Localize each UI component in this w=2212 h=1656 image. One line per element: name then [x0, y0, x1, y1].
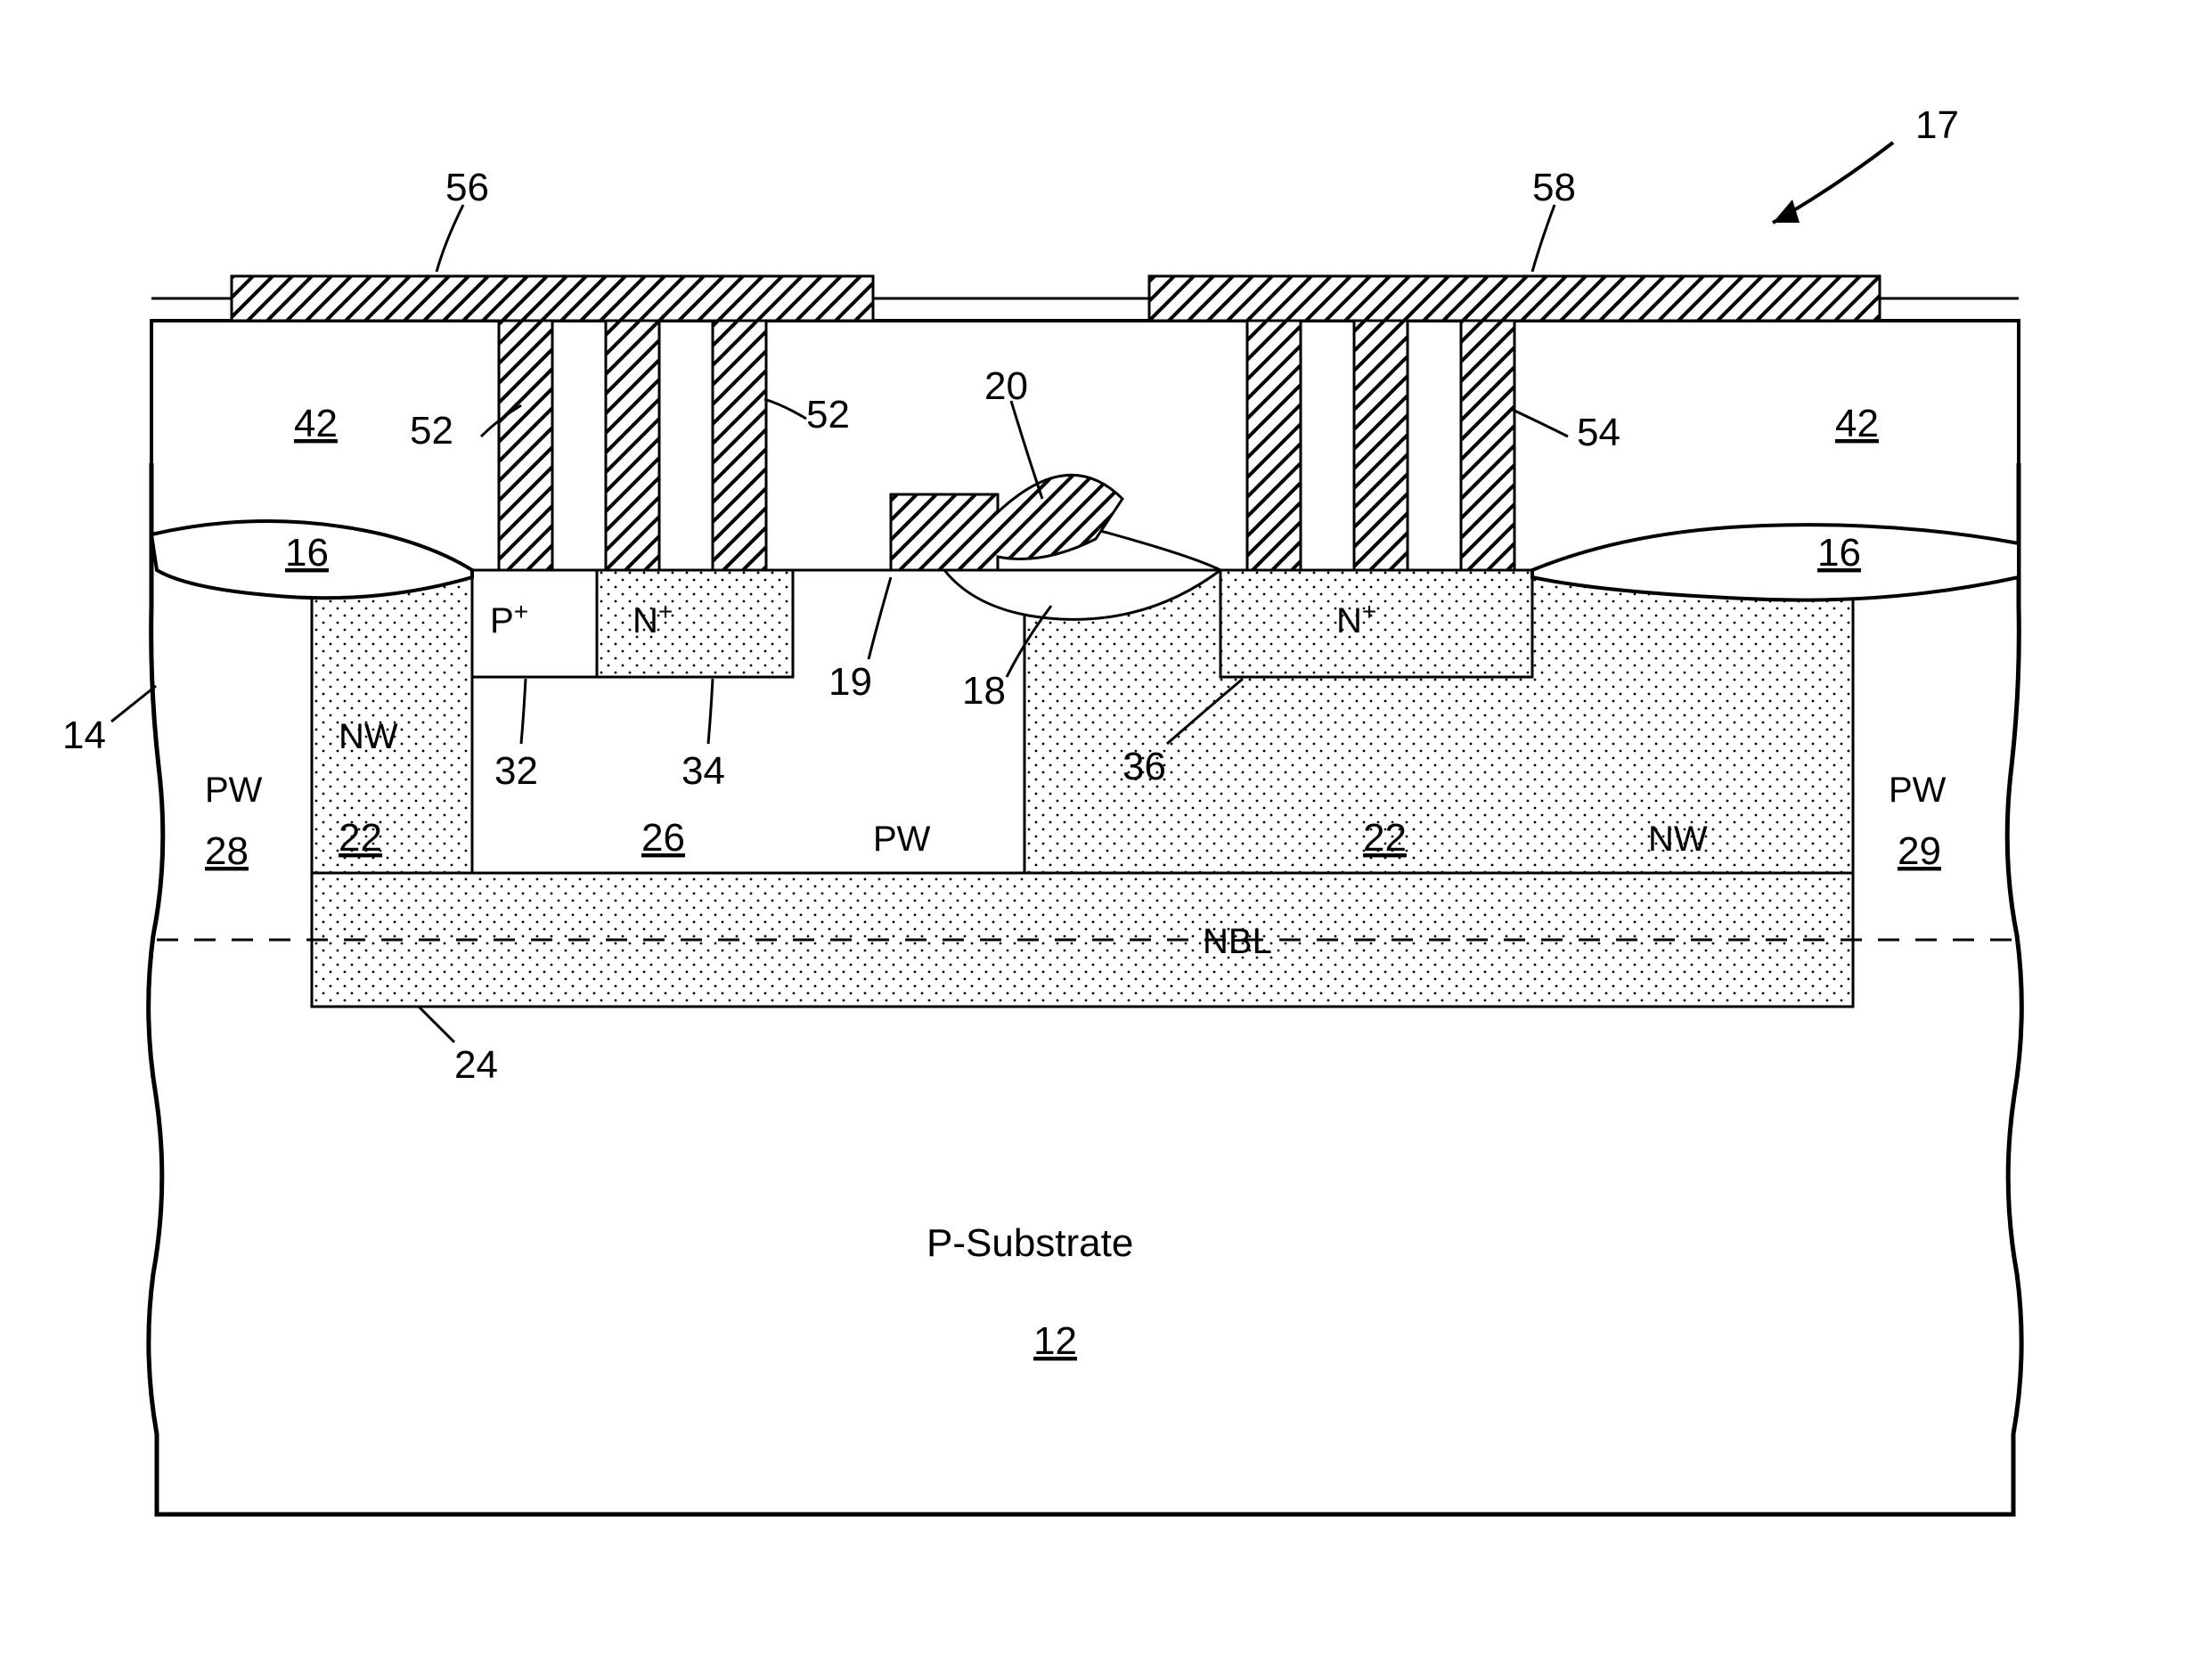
label-42-right: 42 [1835, 402, 1879, 445]
sti-right: 16 [1532, 525, 2019, 600]
callout-52b: 52 [764, 393, 850, 436]
sti-left: 16 [151, 521, 472, 598]
label-52a: 52 [410, 409, 453, 453]
substrate-text: P-Substrate [926, 1221, 1133, 1265]
callout-20: 20 [984, 364, 1042, 499]
label-26: 26 [641, 816, 685, 860]
vias-right [1247, 321, 1514, 570]
label-34: 34 [682, 749, 725, 793]
callout-54: 54 [1513, 410, 1620, 454]
nplus-left-text: N [633, 601, 658, 640]
nw-right-text: NW [1648, 820, 1708, 859]
callout-14: 14 [62, 686, 156, 757]
pplus-text: P [490, 601, 514, 640]
label-56: 56 [445, 166, 489, 209]
label-12: 12 [1033, 1319, 1077, 1363]
pw-right-text: PW [1889, 771, 1947, 810]
nplus-right-text: N [1336, 601, 1362, 640]
callout-34: 34 [682, 679, 725, 793]
label-19: 19 [828, 660, 872, 704]
label-36: 36 [1122, 745, 1166, 788]
nbl-text: NBL [1203, 922, 1272, 961]
callout-58: 58 [1532, 166, 1576, 272]
label-52b: 52 [806, 393, 850, 436]
label-54: 54 [1577, 411, 1620, 454]
label-28: 28 [205, 829, 249, 873]
label-16-left: 16 [285, 531, 329, 575]
label-20: 20 [984, 364, 1028, 408]
vias-left [499, 321, 766, 570]
pplus-region: P+ [472, 570, 597, 677]
label-14: 14 [62, 714, 106, 757]
callout-32: 32 [494, 679, 538, 793]
nbl-region: NBL [157, 873, 2013, 1007]
cross-section-diagram: NBL PW 28 NW 22 26 PW 22 NW PW 29 P+ N+ … [0, 0, 2212, 1656]
callout-17: 17 [1773, 103, 1959, 223]
callout-56: 56 [437, 166, 489, 272]
label-29: 29 [1898, 829, 1941, 873]
label-16-right: 16 [1817, 531, 1861, 575]
label-22-right: 22 [1363, 816, 1407, 860]
label-22-left: 22 [339, 816, 382, 860]
nplus-right-region: N+ [1220, 570, 1532, 677]
label-17: 17 [1915, 103, 1959, 147]
label-58: 58 [1532, 166, 1576, 209]
label-18: 18 [962, 669, 1006, 713]
callout-24: 24 [419, 1007, 498, 1087]
pw-center-text: PW [873, 820, 931, 859]
label-32: 32 [494, 749, 538, 793]
label-42-left: 42 [294, 402, 338, 445]
nplus-left-region: N+ [597, 570, 793, 677]
callout-19: 19 [828, 577, 891, 704]
label-24: 24 [454, 1043, 498, 1087]
pw-left-text: PW [205, 771, 263, 810]
nw-left-region: NW 22 [312, 570, 472, 873]
nw-left-text: NW [339, 717, 398, 756]
